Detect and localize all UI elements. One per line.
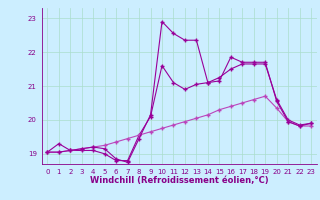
X-axis label: Windchill (Refroidissement éolien,°C): Windchill (Refroidissement éolien,°C) — [90, 176, 268, 185]
